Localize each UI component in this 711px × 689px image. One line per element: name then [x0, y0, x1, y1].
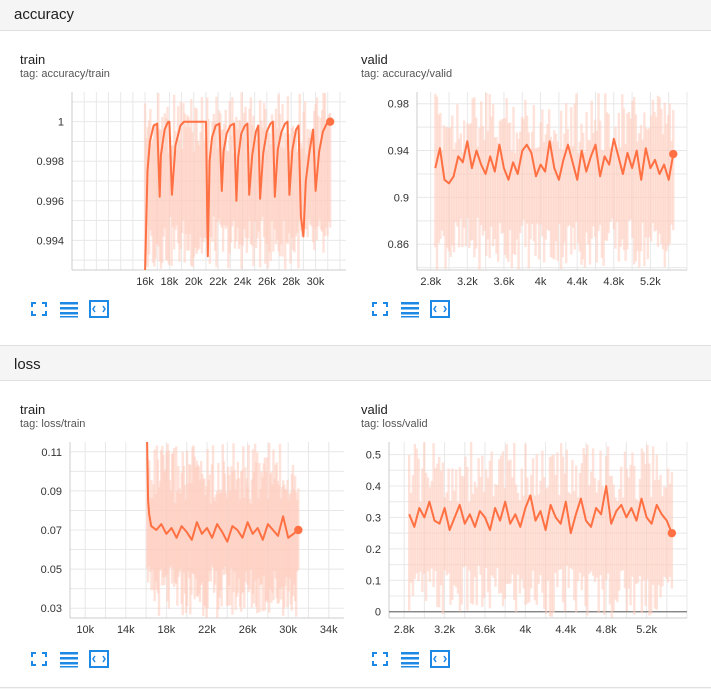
- series-line: [144, 120, 331, 270]
- x-tick-label: 16k: [136, 276, 154, 288]
- card-title: valid: [361, 402, 388, 417]
- data-selection-icon[interactable]: [58, 649, 80, 669]
- x-tick-label: 30k: [279, 624, 297, 636]
- x-tick-label: 20k: [185, 276, 203, 288]
- chart-toolbar-accuracy-valid: [369, 299, 459, 321]
- x-tick-label: 10k: [76, 624, 94, 636]
- x-tick-label: 4k: [535, 276, 547, 288]
- x-tick-label: 4.4k: [567, 276, 588, 288]
- chart-accuracy-valid[interactable]: 2.8k 3.2k 3.6k 4k 4.4k 4.8k 5.2k 0.86 0.9 0.94 0.9…: [355, 46, 695, 336]
- y-tick-label: 0.3: [366, 512, 381, 524]
- chart-loss-train[interactable]: 10k 14k 18k 22k 26k 30k 34k 0.03 0.05 0.07 0.09 0.1…: [14, 396, 354, 686]
- y-tick-label: 0.94: [388, 146, 409, 158]
- x-tick-label: 26k: [239, 624, 257, 636]
- y-tick-label: 0.994: [36, 235, 64, 247]
- y-tick-label: 1: [58, 117, 64, 129]
- x-tick-label: 3.6k: [494, 276, 515, 288]
- y-tick-label: 0.4: [366, 481, 381, 493]
- card-title: train: [20, 52, 46, 67]
- x-tick-label: 4.8k: [596, 624, 617, 636]
- series-last-point: [667, 528, 677, 538]
- series-line: [434, 137, 675, 185]
- series-last-point: [669, 149, 678, 159]
- section-header-loss[interactable]: loss: [0, 350, 711, 380]
- y-tick-label: 0.86: [388, 239, 409, 251]
- data-selection-icon[interactable]: [399, 649, 421, 669]
- chart-card-accuracy-train: train tag: accuracy/train 16k 18k 20k 22k 24…: [14, 46, 354, 336]
- fit-domain-icon[interactable]: [369, 649, 391, 669]
- y-tick-label: 0.11: [41, 447, 62, 459]
- x-tick-label: 5.2k: [640, 276, 661, 288]
- x-tick-label: 4.8k: [603, 276, 624, 288]
- section-title: loss: [14, 356, 41, 373]
- fit-domain-icon[interactable]: [28, 299, 50, 319]
- y-tick-label: 0.03: [41, 603, 62, 615]
- data-selection-icon[interactable]: [399, 299, 421, 319]
- data-selection-icon[interactable]: [58, 299, 80, 319]
- toggle-log-scale-icon[interactable]: [429, 299, 451, 319]
- chart-toolbar-accuracy-train: [28, 299, 118, 321]
- chart-card-loss-valid: valid tag: loss/valid 2.8k 3.2k 3.6k 4k 4.4k…: [355, 396, 695, 686]
- x-tick-label: 2.8k: [420, 276, 441, 288]
- x-tick-label: 26k: [258, 276, 276, 288]
- x-tick-label: 2.8k: [394, 624, 415, 636]
- x-tick-label: 24k: [234, 276, 252, 288]
- card-title: valid: [361, 52, 388, 67]
- series-line: [408, 485, 673, 535]
- series-line: [146, 442, 299, 543]
- toggle-log-scale-icon[interactable]: [88, 649, 110, 669]
- y-tick-label: 0.5: [366, 450, 381, 462]
- chart-toolbar-loss-valid: [369, 649, 459, 671]
- chart-card-accuracy-valid: valid tag: accuracy/valid 2.8k 3.2k 3.6k 4k…: [355, 46, 695, 336]
- section-title: accuracy: [14, 6, 75, 23]
- y-tick-label: 0.07: [41, 525, 62, 537]
- chart-toolbar-loss-train: [28, 649, 118, 671]
- card-tag: tag: loss/valid: [361, 418, 428, 430]
- card-tag: tag: accuracy/train: [20, 68, 110, 80]
- chart-accuracy-train[interactable]: 16k 18k 20k 22k 24k 26k 28k 30k 0.994 0.996 0.998 1: [14, 46, 354, 336]
- y-tick-label: 0.998: [36, 156, 64, 168]
- raw-data-band: [434, 92, 675, 270]
- fit-domain-icon[interactable]: [369, 299, 391, 319]
- x-tick-label: 4k: [520, 624, 532, 636]
- x-tick-label: 14k: [117, 624, 135, 636]
- y-tick-label: 0.09: [41, 486, 62, 498]
- x-tick-label: 3.2k: [457, 276, 478, 288]
- section-header-accuracy[interactable]: accuracy: [0, 0, 711, 30]
- x-tick-label: 22k: [209, 276, 227, 288]
- card-tag: tag: loss/train: [20, 418, 86, 430]
- x-tick-label: 22k: [198, 624, 216, 636]
- x-tick-label: 3.2k: [434, 624, 455, 636]
- chart-loss-valid[interactable]: 2.8k 3.2k 3.6k 4k 4.4k 4.8k 5.2k 0 0.1 0.2 0.3 0.4 0…: [355, 396, 695, 686]
- y-tick-label: 0.98: [388, 99, 409, 111]
- x-tick-label: 28k: [282, 276, 300, 288]
- x-tick-label: 3.6k: [475, 624, 496, 636]
- series-last-point: [325, 117, 335, 126]
- toggle-log-scale-icon[interactable]: [429, 649, 451, 669]
- x-tick-label: 30k: [307, 276, 325, 288]
- chart-card-loss-train: train tag: loss/train 10k 14k 18k 22k 26k 30k…: [14, 396, 354, 686]
- card-tag: tag: accuracy/valid: [361, 68, 453, 80]
- fit-domain-icon[interactable]: [28, 649, 50, 669]
- y-tick-label: 0.1: [366, 575, 381, 587]
- x-tick-label: 18k: [161, 276, 179, 288]
- x-tick-label: 4.4k: [555, 624, 576, 636]
- raw-data-band: [143, 92, 332, 270]
- x-tick-label: 34k: [320, 624, 338, 636]
- y-tick-label: 0.996: [36, 196, 64, 208]
- x-tick-label: 5.2k: [636, 624, 657, 636]
- toggle-log-scale-icon[interactable]: [88, 299, 110, 319]
- raw-data-band: [408, 442, 674, 618]
- x-tick-label: 18k: [158, 624, 176, 636]
- y-tick-label: 0: [375, 607, 381, 619]
- y-tick-label: 0.2: [366, 544, 381, 556]
- card-title: train: [20, 402, 46, 417]
- y-tick-label: 0.9: [394, 192, 409, 204]
- series-last-point: [294, 525, 303, 535]
- y-tick-label: 0.05: [41, 564, 62, 576]
